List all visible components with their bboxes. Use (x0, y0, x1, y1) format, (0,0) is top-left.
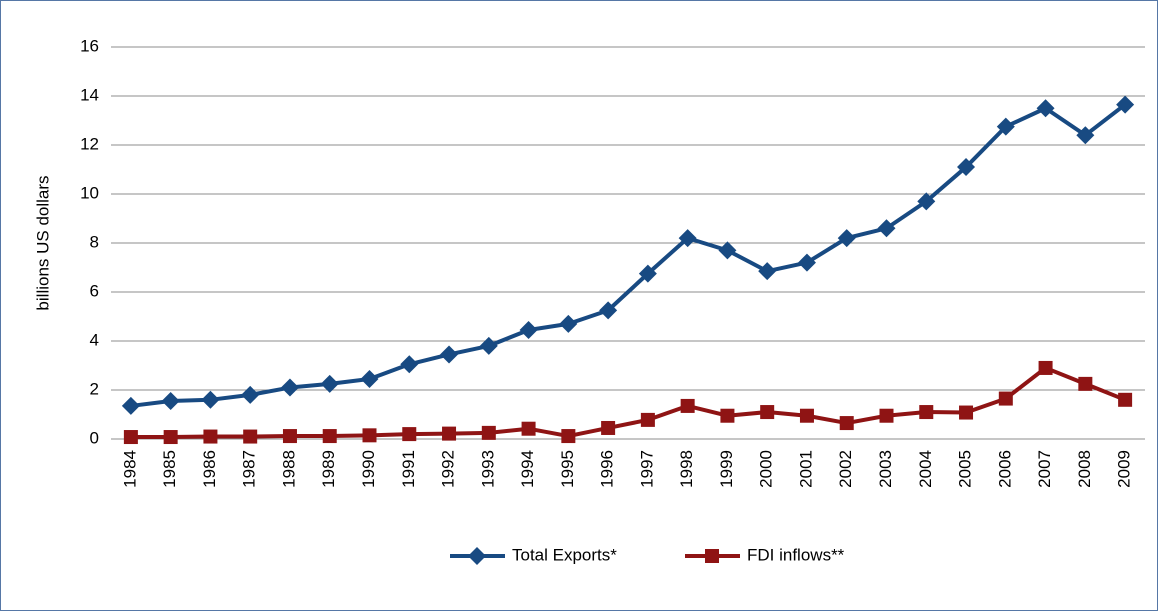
square-marker (601, 420, 616, 435)
x-tick-label: 1993 (478, 450, 497, 488)
diamond-marker (599, 301, 618, 320)
diamond-marker (280, 378, 299, 397)
y-tick-label: 14 (80, 85, 99, 104)
square-marker (203, 429, 218, 444)
diamond-marker (559, 314, 578, 333)
x-tick-label: 1996 (598, 450, 617, 488)
x-tick-label: 2009 (1115, 450, 1134, 488)
diamond-marker (1116, 95, 1135, 114)
diamond-marker (121, 396, 140, 415)
x-tick-label: 1994 (518, 450, 537, 488)
square-marker (521, 421, 536, 436)
x-tick-label: 2008 (1075, 450, 1094, 488)
x-tick-label: 2005 (956, 450, 975, 488)
diamond-marker (996, 117, 1015, 136)
diamond-marker (638, 264, 657, 283)
diamond-marker (161, 392, 180, 411)
y-tick-label: 0 (90, 428, 99, 447)
square-marker (1078, 376, 1093, 391)
x-tick-label: 2003 (876, 450, 895, 488)
x-tick-label: 2004 (916, 450, 935, 488)
diamond-marker (241, 385, 260, 404)
diamond-marker (519, 320, 538, 339)
y-axis-label: billions US dollars (33, 175, 52, 310)
square-marker (760, 405, 775, 420)
x-tick-label: 1984 (120, 450, 139, 488)
legend-marker (468, 547, 486, 565)
square-marker (163, 430, 178, 445)
diamond-marker (837, 229, 856, 248)
diamond-marker (1076, 126, 1095, 145)
square-marker (362, 428, 377, 443)
x-tick-label: 1989 (319, 450, 338, 488)
x-tick-label: 2000 (757, 450, 776, 488)
diamond-marker (957, 158, 976, 177)
diamond-marker (917, 192, 936, 211)
x-tick-label: 1990 (359, 450, 378, 488)
y-tick-label: 4 (90, 330, 99, 349)
diamond-marker (1036, 99, 1055, 118)
diamond-marker (758, 262, 777, 281)
diamond-marker (201, 390, 220, 409)
square-marker (998, 391, 1013, 406)
square-marker (640, 412, 655, 427)
square-marker (123, 430, 138, 445)
square-marker (1038, 360, 1053, 375)
y-tick-label: 8 (90, 232, 99, 251)
square-marker (680, 398, 695, 413)
square-marker (1118, 392, 1133, 407)
square-marker (322, 429, 337, 444)
square-marker (839, 416, 854, 431)
square-marker (282, 429, 297, 444)
x-tick-label: 1995 (558, 450, 577, 488)
square-marker (402, 427, 417, 442)
x-tick-label: 1997 (637, 450, 656, 488)
legend-marker (705, 549, 719, 563)
y-tick-label: 16 (80, 36, 99, 55)
x-tick-label: 2002 (836, 450, 855, 488)
square-marker (879, 408, 894, 423)
square-marker (720, 408, 735, 423)
diamond-marker (440, 345, 459, 364)
square-marker (959, 405, 974, 420)
legend-label: Total Exports* (512, 545, 617, 564)
square-marker (442, 426, 457, 441)
square-marker (481, 425, 496, 440)
y-tick-label: 6 (90, 281, 99, 300)
square-marker (243, 429, 258, 444)
y-tick-label: 2 (90, 379, 99, 398)
x-tick-label: 2006 (995, 450, 1014, 488)
diamond-marker (797, 253, 816, 272)
x-tick-label: 2001 (796, 450, 815, 488)
legend-label: FDI inflows** (747, 545, 845, 564)
square-marker (919, 405, 934, 420)
x-tick-label: 2007 (1035, 450, 1054, 488)
diamond-marker (360, 369, 379, 388)
x-tick-label: 1985 (160, 450, 179, 488)
square-marker (799, 408, 814, 423)
diamond-marker (320, 374, 339, 393)
x-tick-label: 1987 (240, 450, 259, 488)
x-tick-label: 1988 (279, 450, 298, 488)
diamond-marker (479, 336, 498, 355)
diamond-marker (718, 241, 737, 260)
x-tick-label: 1992 (439, 450, 458, 488)
diamond-marker (400, 355, 419, 374)
diamond-marker (877, 219, 896, 238)
x-tick-label: 1999 (717, 450, 736, 488)
diamond-marker (678, 229, 697, 248)
x-tick-label: 1986 (200, 450, 219, 488)
x-tick-label: 1991 (399, 450, 418, 488)
y-tick-label: 12 (80, 134, 99, 153)
x-tick-label: 1998 (677, 450, 696, 488)
square-marker (561, 429, 576, 444)
y-tick-label: 10 (80, 183, 99, 202)
